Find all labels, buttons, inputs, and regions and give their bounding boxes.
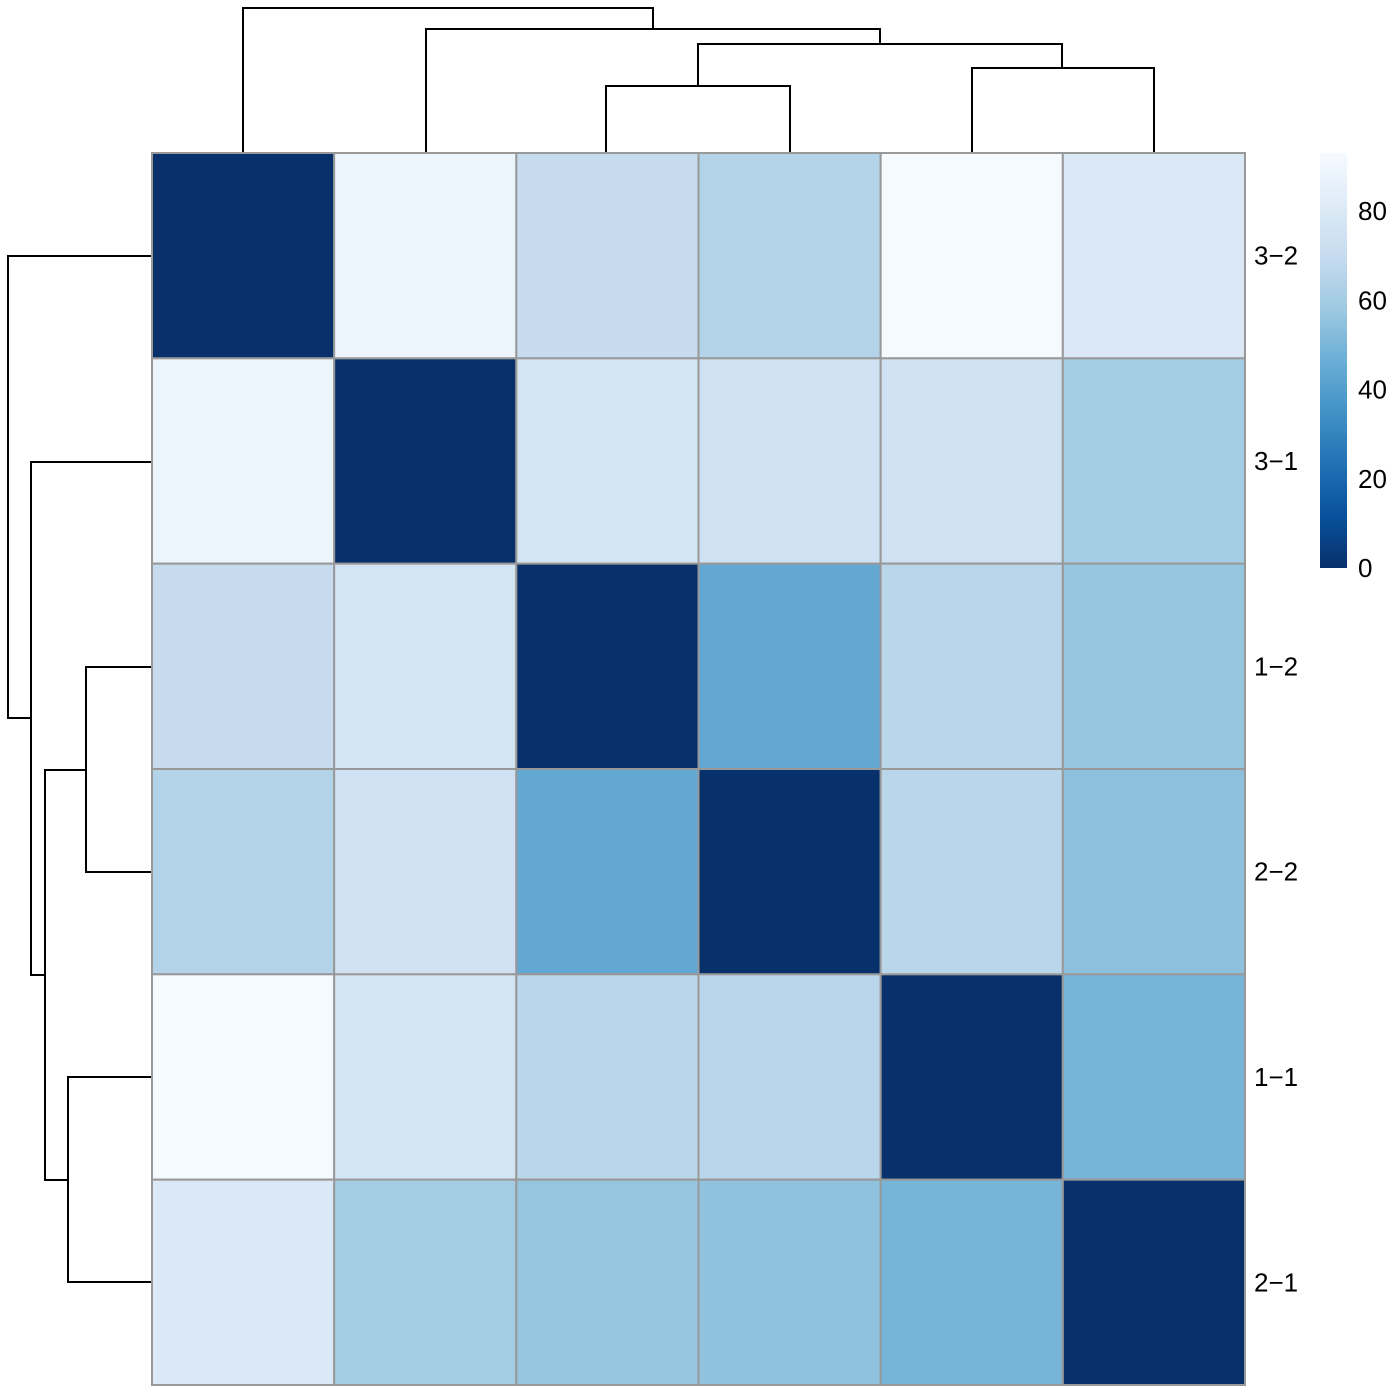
heatmap-cell [879,562,1064,771]
colorbar-ticks: 0 20 40 60 80 [1358,196,1387,583]
heatmap-cell [879,768,1064,976]
heatmap-cell [1061,152,1247,360]
row-labels: 3−2 3−1 1−2 2−2 1−1 2−1 [1254,241,1298,1298]
heatmap-cell [515,768,700,976]
heatmap-cell [151,357,336,565]
heatmap-cells [151,152,1247,1386]
column-dendrogram [242,7,1155,153]
heatmap-cell [1061,1178,1247,1386]
colorbar-tick-label: 20 [1358,464,1387,494]
colorbar-tick-label: 80 [1358,196,1387,226]
heatmap-cell [151,562,336,771]
heatmap-cell [515,357,700,565]
heatmap-cell [151,1178,336,1386]
heatmap-cell [515,562,700,771]
heatmap-cell [515,973,700,1181]
heatmap-cell [697,357,882,565]
heatmap-cell [879,973,1064,1181]
colorbar-tick-label: 0 [1358,553,1372,583]
heatmap-cell [697,768,882,976]
row-label: 2−2 [1254,857,1298,887]
heatmap-cell [333,357,518,565]
row-label: 3−1 [1254,446,1298,476]
heatmap-cell [333,152,518,360]
heatmap-cell [879,357,1064,565]
heatmap-cell [879,1178,1064,1386]
heatmap-cell [697,973,882,1181]
heatmap-cell [333,973,518,1181]
colorbar-gradient [1320,153,1347,568]
colorbar-tick-label: 60 [1358,285,1387,315]
row-label: 3−2 [1254,241,1298,271]
heatmap-cell [333,1178,518,1386]
heatmap-cell [1061,357,1247,565]
heatmap-cell [151,152,336,360]
row-dendrogram [7,255,152,1283]
heatmap-cell [1061,768,1247,976]
colorbar-tick-label: 40 [1358,375,1387,405]
heatmap-cell [151,973,336,1181]
row-label: 1−2 [1254,651,1298,681]
heatmap-cell [879,152,1064,360]
heatmap-cell [333,562,518,771]
heatmap-cell [697,562,882,771]
heatmap-cell [697,152,882,360]
heatmap-cell [1061,562,1247,771]
heatmap-cell [515,152,700,360]
heatmap-cell [515,1178,700,1386]
row-label: 2−1 [1254,1267,1298,1297]
colorbar-legend: 0 20 40 60 80 [1320,153,1387,583]
heatmap-cell [333,768,518,976]
row-label: 1−1 [1254,1062,1298,1092]
heatmap-cell [697,1178,882,1386]
heatmap-cell [151,768,336,976]
heatmap-cell [1061,973,1247,1181]
